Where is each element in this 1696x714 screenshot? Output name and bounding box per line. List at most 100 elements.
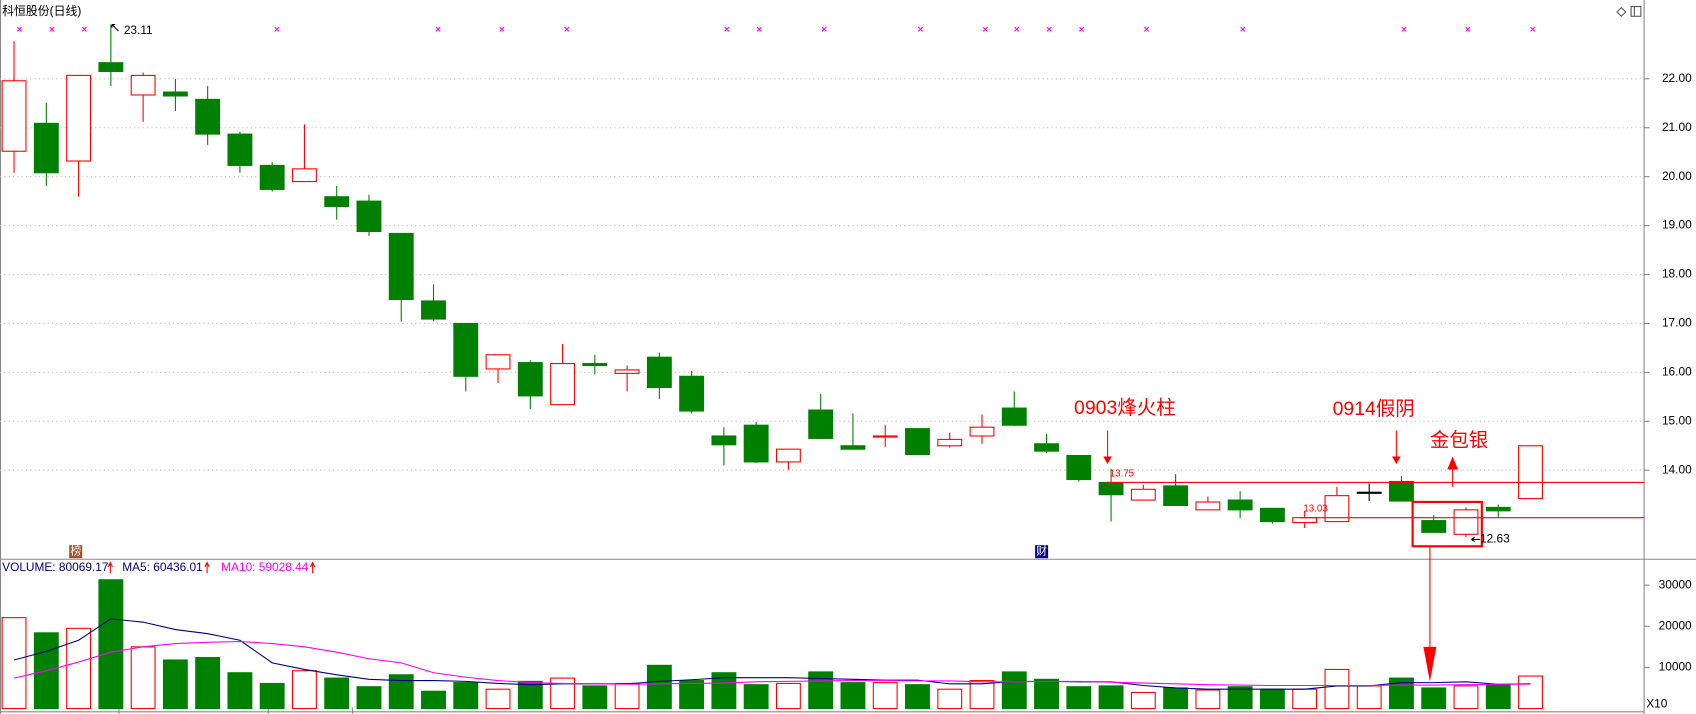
volume-bar xyxy=(1453,685,1479,710)
candle-body xyxy=(66,74,92,162)
volume-bar xyxy=(646,664,672,710)
signal-cross xyxy=(16,26,23,32)
extreme-label: 23.11 xyxy=(124,23,153,37)
volume-bar xyxy=(1421,687,1447,710)
signal-cross xyxy=(1046,26,1052,32)
candle-body xyxy=(421,300,446,320)
signal-cross xyxy=(1143,26,1150,32)
candle-body xyxy=(775,448,801,463)
volume-bar xyxy=(388,674,414,710)
volume-bar xyxy=(1001,671,1027,710)
candle-body xyxy=(969,426,995,437)
annotation: 0903烽火柱 xyxy=(1074,397,1176,419)
annotation-arrows xyxy=(1103,430,1483,682)
y-tick-label: 22.00 xyxy=(1662,71,1692,85)
volume-bar xyxy=(1163,687,1189,710)
volume-bar xyxy=(259,682,285,710)
signal-cross xyxy=(821,26,827,32)
signal-cross xyxy=(1014,26,1020,32)
signal-cross xyxy=(756,26,762,32)
volume-bar xyxy=(582,685,608,710)
volume-bar xyxy=(453,682,479,710)
signal-cross xyxy=(1079,26,1085,32)
candle-body xyxy=(905,428,930,456)
candle-body xyxy=(872,435,898,438)
volume-label: VOLUME: 80069.17 xyxy=(2,560,108,574)
signal-cross xyxy=(81,26,87,32)
candle-body xyxy=(388,232,414,301)
volume-bar xyxy=(1227,686,1253,710)
y-tick-label: 19.00 xyxy=(1662,218,1692,232)
level-label: 13.75 xyxy=(1110,468,1134,479)
marker: 榜 xyxy=(70,544,81,558)
signal-cross xyxy=(1465,26,1471,32)
volume-bar xyxy=(98,579,124,710)
candle-body xyxy=(1292,517,1318,524)
volume-bar xyxy=(292,670,317,710)
signal-crosses xyxy=(16,26,1536,32)
legend-arrow xyxy=(107,561,113,574)
ma-line xyxy=(13,618,1531,690)
candle-body xyxy=(679,375,705,412)
y-tick-label: 17.00 xyxy=(1662,316,1692,330)
legend-arrow xyxy=(309,561,316,574)
candle-body xyxy=(1066,455,1092,481)
ma-line xyxy=(13,640,1531,687)
extreme-arrow xyxy=(111,23,119,32)
signal-cross xyxy=(1530,26,1536,32)
signal-cross xyxy=(435,26,441,32)
marker: 财 xyxy=(1036,544,1047,558)
y-tick-label: 16.00 xyxy=(1662,365,1692,379)
volume-bar xyxy=(227,672,253,710)
candle-body xyxy=(485,354,511,370)
signal-cross xyxy=(49,26,55,32)
volume-bar xyxy=(1195,689,1221,710)
signal-cross xyxy=(724,26,730,32)
candle-body xyxy=(840,445,866,450)
volume-bar xyxy=(485,688,511,710)
candle-body xyxy=(646,356,672,389)
volume-bar xyxy=(130,646,156,710)
scale-note: X10 xyxy=(1646,696,1668,710)
candle-body xyxy=(1356,491,1382,494)
volume-bar xyxy=(421,690,446,710)
marker-box xyxy=(69,545,83,559)
volume-bar xyxy=(1,617,27,710)
candle-body xyxy=(743,424,769,463)
corner-icons xyxy=(1616,6,1642,18)
signal-cross xyxy=(982,26,988,32)
y-tick-label: 30000 xyxy=(1659,577,1692,591)
candle-body xyxy=(292,168,317,183)
y-tick-label: 20000 xyxy=(1659,618,1692,632)
candle-body xyxy=(1421,520,1447,533)
candle-body xyxy=(1259,507,1285,523)
y-tick-label: 20.00 xyxy=(1662,169,1692,183)
signal-cross xyxy=(564,26,570,32)
candle-body xyxy=(550,363,576,406)
candle-body xyxy=(259,164,285,190)
volume-bar xyxy=(517,680,543,710)
candle-body xyxy=(937,438,963,447)
volume-bar xyxy=(356,686,382,710)
volume-bar xyxy=(1066,686,1092,710)
signal-cross xyxy=(499,26,505,32)
candle-body xyxy=(130,74,156,96)
volume-bar xyxy=(324,677,350,710)
chart-title: 科恒股份(日线) xyxy=(2,4,81,18)
volume-bar xyxy=(1389,677,1414,710)
candle-body xyxy=(808,409,834,439)
candle-body xyxy=(195,98,221,135)
volume-bar xyxy=(1518,675,1543,710)
y-tick-label: 21.00 xyxy=(1662,120,1692,134)
volume-bar xyxy=(1098,685,1124,710)
volume-bar xyxy=(711,672,737,710)
volume-bar xyxy=(969,680,995,710)
y-tick-label: 10000 xyxy=(1659,660,1692,674)
candle-body xyxy=(1098,481,1124,496)
volume-bar xyxy=(679,680,705,710)
candle-body xyxy=(1,80,27,152)
candle-body xyxy=(33,122,59,174)
candle-body xyxy=(711,435,737,446)
signal-cross xyxy=(274,26,280,32)
